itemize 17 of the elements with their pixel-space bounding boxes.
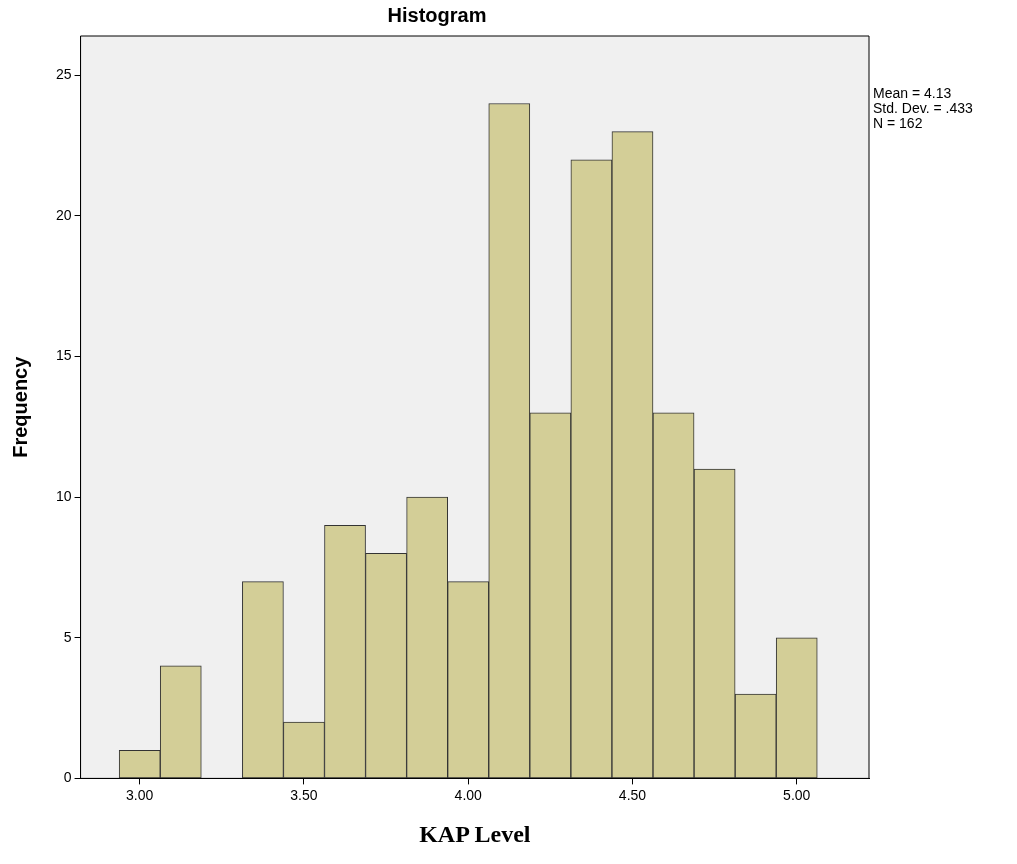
y-axis-title: Frequency bbox=[8, 355, 31, 458]
y-tick-label: 10 bbox=[55, 488, 72, 505]
x-tick-label: 4.00 bbox=[454, 786, 483, 803]
text: Std. Dev. = .433 bbox=[873, 100, 973, 116]
y-tick-label: 15 bbox=[55, 347, 72, 364]
x-tick-label: 3.00 bbox=[126, 786, 154, 803]
text: Mean = 4.13 bbox=[873, 85, 953, 101]
chart-title: Histogram bbox=[387, 3, 487, 26]
x-tick-label: 5.00 bbox=[783, 786, 811, 803]
x-tick-label: 3.50 bbox=[290, 786, 318, 803]
y-tick-label: 5 bbox=[63, 628, 72, 645]
x-axis-title: KAP Level bbox=[419, 820, 531, 847]
text: N = 162 bbox=[873, 115, 924, 131]
x-tick-label: 4.50 bbox=[618, 786, 647, 803]
y-tick-label: 0 bbox=[63, 769, 72, 786]
y-tick-label: 25 bbox=[55, 66, 72, 83]
y-tick-label: 20 bbox=[55, 206, 72, 223]
